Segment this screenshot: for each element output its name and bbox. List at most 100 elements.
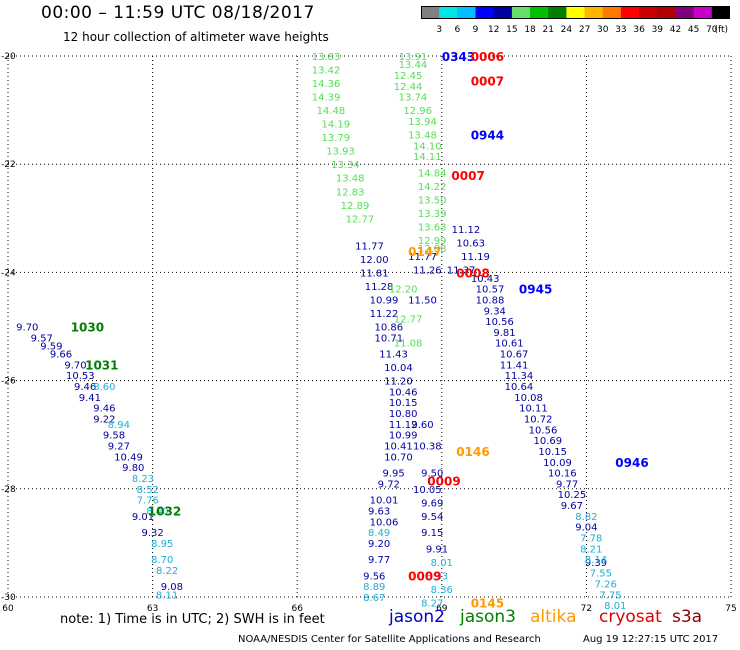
colorbar-tick-label: 45 [688,25,699,34]
x-tick-label: 72 [581,604,592,614]
wave-height-point: 10.08 [514,393,543,404]
wave-height-point: 9.66 [50,350,72,361]
colorbar-frame [421,6,730,19]
pass-time-label: 0006 [471,50,504,64]
wave-height-point: 10.53 [66,371,95,382]
wave-height-point: 13.34 [331,160,360,171]
wave-height-point: 9.54 [421,512,443,523]
wave-height-point: 10.11 [519,404,548,415]
wave-height-point: 11.77 [355,241,384,252]
page-title: 00:00 – 11:59 UTC 08/18/2017 [41,3,315,23]
wave-height-point: 11.37 [447,266,476,277]
x-tick-label: 60 [2,604,14,614]
pass-time-label: 0945 [519,283,552,297]
wave-height-point: 8.11 [156,590,178,601]
mission-label-cryosat: cryosat [599,607,662,627]
wave-height-point: 10.49 [114,452,143,463]
pass-time-label: 0944 [471,128,504,142]
wave-height-point: 9.91 [426,544,448,555]
wave-height-point: 12.96 [403,106,432,117]
wave-height-point: 10.61 [495,339,524,350]
wave-height-point: 10.15 [538,447,567,458]
colorbar-tick-label: 42 [670,25,681,34]
wave-height-point: 12.89 [341,201,370,212]
y-tick-label: -28 [1,485,16,495]
wave-height-point: 10.41 [384,442,413,453]
colorbar-swatch [439,6,458,19]
wave-height-point: 8.89 [363,582,385,593]
x-tick-label: 69 [436,604,448,614]
footnote: note: 1) Time is in UTC; 2) SWH is in fe… [60,612,325,627]
wave-height-point: 13.44 [399,60,428,71]
wave-height-point: 13.48 [336,174,365,185]
wave-height-point: 9.50 [421,469,443,480]
wave-height-point: 7.55 [590,569,612,580]
wave-height-point: 9.69 [421,498,443,509]
colorbar-tick-label: 24 [561,25,573,34]
pass-time-label: 1032 [148,504,181,518]
wave-height-point: 9.80 [122,463,144,474]
wave-height-point: 9.67 [561,501,583,512]
wave-height-point: 8.82 [575,512,597,523]
wave-height-point: 11.12 [452,225,481,236]
wave-height-point: 13.42 [312,66,341,77]
colorbar-swatch [421,6,440,19]
x-tick-label: 63 [147,604,158,614]
wave-height-point: 9.63 [368,506,390,517]
wave-height-point: 13.50 [418,195,447,206]
wave-height-point: 10.72 [524,415,553,426]
wave-height-point: 8.21 [580,544,602,555]
colorbar-tick-label: 3 [436,25,442,34]
wave-height-point: 10.99 [389,431,418,442]
wave-height-point: 9.34 [484,306,506,317]
colorbar-swatch [584,6,604,19]
wave-height-point: 12.44 [394,82,423,93]
colorbar-swatch [602,6,622,19]
wave-height-point: 9.15 [421,528,443,539]
wave-height-point: 8.36 [431,585,453,596]
colorbar-tick-label: 70 [706,25,718,34]
wave-height-point: 10.88 [476,296,505,307]
x-tick-label: 75 [725,604,736,614]
wave-height-point: 10.99 [370,296,399,307]
wave-height-point: 10.56 [485,317,514,328]
wave-height-point: 7.26 [595,580,617,591]
colorbar-swatch [711,6,730,19]
wave-height-point: 12.00 [360,255,389,266]
wave-height-point: 10.80 [389,409,418,420]
wave-height-point: 10.09 [543,458,572,469]
wave-height-point: 8.27 [421,598,443,609]
colorbar-swatch [530,6,549,19]
wave-height-point: 10.57 [476,285,505,296]
wave-height-point: 10.06 [370,517,399,528]
wave-height-point: 9.22 [93,415,115,426]
generated-timestamp: Aug 19 12:27:15 UTC 2017 [583,634,719,645]
colorbar-swatch [639,6,658,19]
wave-height-point: 9.70 [16,323,38,334]
colorbar-swatch [475,6,495,19]
wave-height-point: 8.67 [363,593,385,604]
wave-height-point: 9.46 [93,404,115,415]
wave-height-point: 11.34 [505,371,534,382]
wave-height-point: 12.88 [418,244,447,255]
wave-height-point: 11.43 [379,350,408,361]
wave-height-point: 8.33 [426,571,448,582]
wave-height-point: 7.78 [580,534,602,545]
wave-height-point: 8.94 [108,420,130,431]
wave-height-point: 9.32 [141,528,163,539]
wave-height-point: 9.41 [79,393,101,404]
wave-height-point: 12.20 [389,285,418,296]
wave-height-point: 10.86 [374,323,403,334]
wave-height-point: 11.41 [500,360,529,371]
colorbar-tick-label: 12 [488,25,499,34]
wave-height-point: 10.71 [374,333,403,344]
wave-height-point: 9.58 [103,431,125,442]
wave-height-point: 8.40 [146,506,168,517]
wave-height-point: 12.83 [336,187,365,198]
wave-height-point: 14.11 [413,152,442,163]
wave-height-point: 13.91 [399,52,428,63]
wave-height-point: 9.72 [378,479,400,490]
pass-time-label: 1030 [71,321,104,335]
wave-height-point: 10.16 [548,469,577,480]
wave-height-point: 11.28 [365,282,394,293]
